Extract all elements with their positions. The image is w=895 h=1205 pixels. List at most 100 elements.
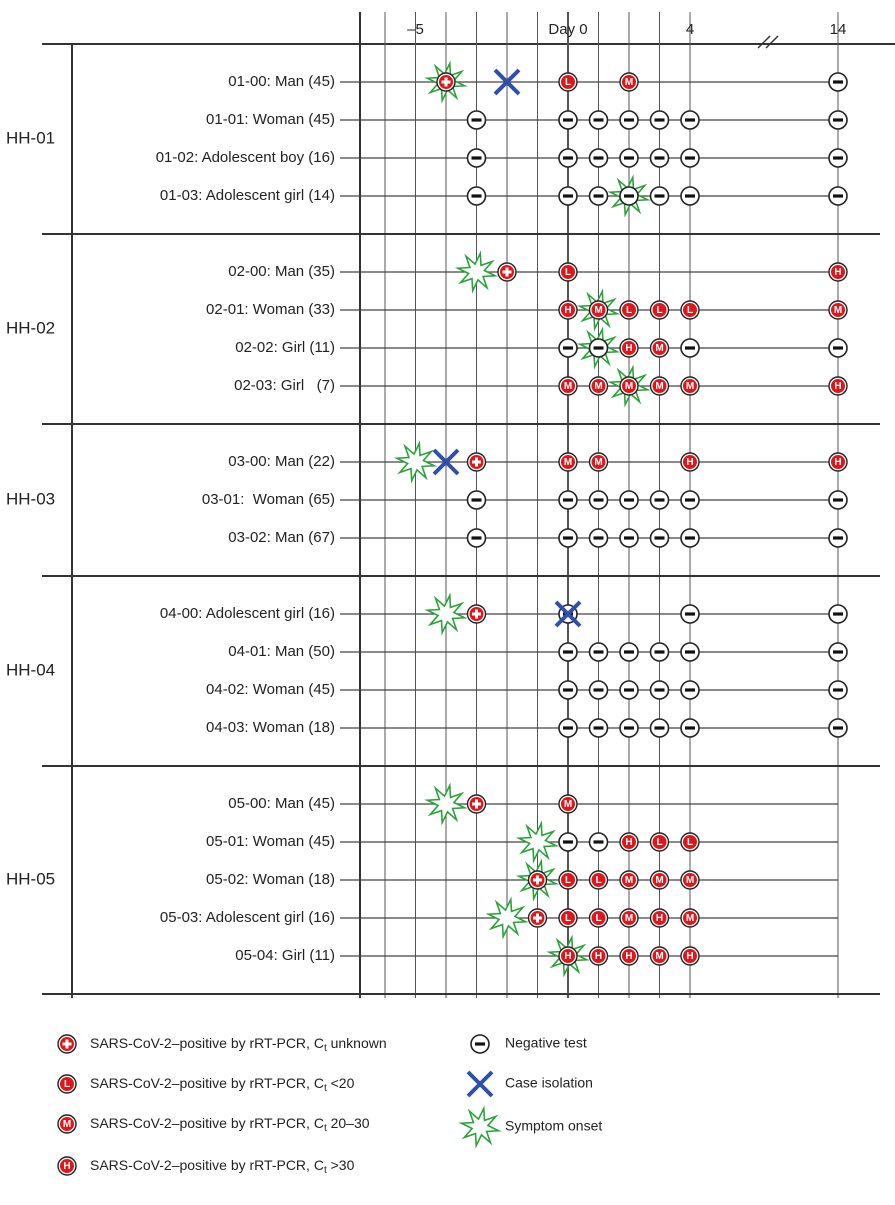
inner bbox=[561, 797, 575, 811]
ct-L-test: L bbox=[588, 870, 609, 890]
household-label: HH-01 bbox=[6, 128, 55, 147]
symbol-letter: L bbox=[656, 305, 662, 316]
legend-text: 20–30 bbox=[327, 1115, 370, 1131]
ct-L-test: L bbox=[558, 870, 578, 890]
dash bbox=[685, 536, 695, 540]
negative-test bbox=[588, 832, 609, 852]
household-label: HH-03 bbox=[6, 489, 55, 508]
symbol-letter: L bbox=[656, 837, 662, 848]
positive-test bbox=[527, 870, 548, 890]
positive-test bbox=[466, 794, 487, 814]
positive-test bbox=[466, 604, 487, 624]
inner bbox=[622, 341, 636, 355]
dash bbox=[654, 688, 665, 692]
ct-L-test: L bbox=[680, 300, 700, 320]
negative-test bbox=[619, 186, 639, 206]
dash bbox=[685, 346, 695, 350]
inner bbox=[652, 341, 667, 355]
negative-test bbox=[466, 186, 487, 206]
negative-test bbox=[680, 338, 700, 358]
ct-M-test: M bbox=[649, 870, 670, 890]
case-isolation bbox=[493, 68, 521, 96]
member-label: 01-02: Adolescent boy (16) bbox=[156, 149, 335, 166]
member-label: 04-00: Adolescent girl (16) bbox=[160, 605, 335, 622]
symbol-letter: M bbox=[655, 875, 663, 886]
ct-M-test: M bbox=[680, 376, 700, 396]
symbol-letter: M bbox=[625, 913, 633, 924]
symptom-onset bbox=[424, 592, 468, 636]
negative-test bbox=[588, 338, 609, 358]
negative-test bbox=[680, 718, 700, 738]
ct-H-test: H bbox=[558, 300, 578, 320]
household-label: HH-05 bbox=[6, 869, 55, 888]
negative-test bbox=[588, 490, 609, 510]
inner bbox=[622, 75, 636, 89]
dash bbox=[563, 840, 573, 844]
ct-M-test: M bbox=[619, 908, 639, 928]
negative-test bbox=[649, 490, 670, 510]
inner bbox=[561, 455, 575, 469]
dash bbox=[593, 156, 604, 160]
dash bbox=[833, 80, 843, 84]
dash bbox=[685, 156, 695, 160]
negative-test bbox=[649, 186, 670, 206]
dash bbox=[833, 536, 843, 540]
negative-test bbox=[466, 148, 487, 168]
member-label: 05-02: Woman (18) bbox=[206, 871, 335, 888]
inner bbox=[561, 75, 575, 89]
symbol-letter: L bbox=[565, 875, 571, 886]
legend-text: SARS-CoV-2–positive by rRT-PCR, C bbox=[90, 1115, 324, 1131]
symbol-letter: M bbox=[655, 381, 663, 392]
ct-M-test: M bbox=[619, 72, 639, 92]
dash bbox=[624, 118, 634, 122]
positive-test bbox=[436, 72, 456, 92]
dash bbox=[471, 194, 482, 198]
negative-test bbox=[558, 338, 578, 358]
inner bbox=[831, 303, 845, 317]
dash bbox=[833, 650, 843, 654]
dash bbox=[833, 498, 843, 502]
x-tick-label: 14 bbox=[830, 21, 847, 38]
negative-test bbox=[619, 680, 639, 700]
dash bbox=[593, 840, 604, 844]
ct-L-test: L bbox=[558, 72, 578, 92]
ct-L-test: L bbox=[649, 832, 670, 852]
inner bbox=[60, 1077, 74, 1091]
symbol-letter: M bbox=[625, 77, 633, 88]
ct-H-test: H bbox=[828, 452, 848, 472]
symbol-letter: L bbox=[595, 913, 601, 924]
ct-M-test: M bbox=[619, 870, 639, 890]
dash bbox=[593, 536, 604, 540]
positive-test bbox=[497, 262, 517, 282]
dash bbox=[563, 194, 573, 198]
inner bbox=[561, 911, 575, 925]
dash bbox=[471, 156, 482, 160]
negative-test bbox=[828, 148, 848, 168]
dash bbox=[624, 194, 634, 198]
symbol-letter: L bbox=[687, 837, 693, 848]
cross-v bbox=[444, 77, 448, 87]
inner bbox=[831, 455, 845, 469]
negative-test bbox=[558, 642, 578, 662]
dash bbox=[833, 726, 843, 730]
dash bbox=[593, 118, 604, 122]
ct-M-test: M bbox=[649, 946, 670, 966]
onsets bbox=[393, 60, 651, 978]
ct-M-test: M bbox=[588, 376, 609, 396]
symbol-letter: M bbox=[594, 381, 602, 392]
ct-M-test: M bbox=[680, 870, 700, 890]
ct-H-test: H bbox=[680, 946, 700, 966]
stroke bbox=[554, 600, 582, 628]
negative-test bbox=[466, 110, 487, 130]
member-label: 04-01: Man (50) bbox=[228, 643, 335, 660]
symbol-letter: L bbox=[626, 305, 632, 316]
legend-label: SARS-CoV-2–positive by rRT-PCR, Ct unkno… bbox=[90, 1035, 387, 1054]
ct-H-test: H bbox=[619, 338, 639, 358]
negative-test bbox=[558, 186, 578, 206]
negative-test bbox=[828, 604, 848, 624]
ct-L-test: L bbox=[588, 908, 609, 928]
dash bbox=[624, 536, 634, 540]
legend-label: SARS-CoV-2–positive by rRT-PCR, Ct <20 bbox=[90, 1075, 355, 1094]
ct-H-test: H bbox=[619, 946, 639, 966]
dash bbox=[563, 346, 573, 350]
